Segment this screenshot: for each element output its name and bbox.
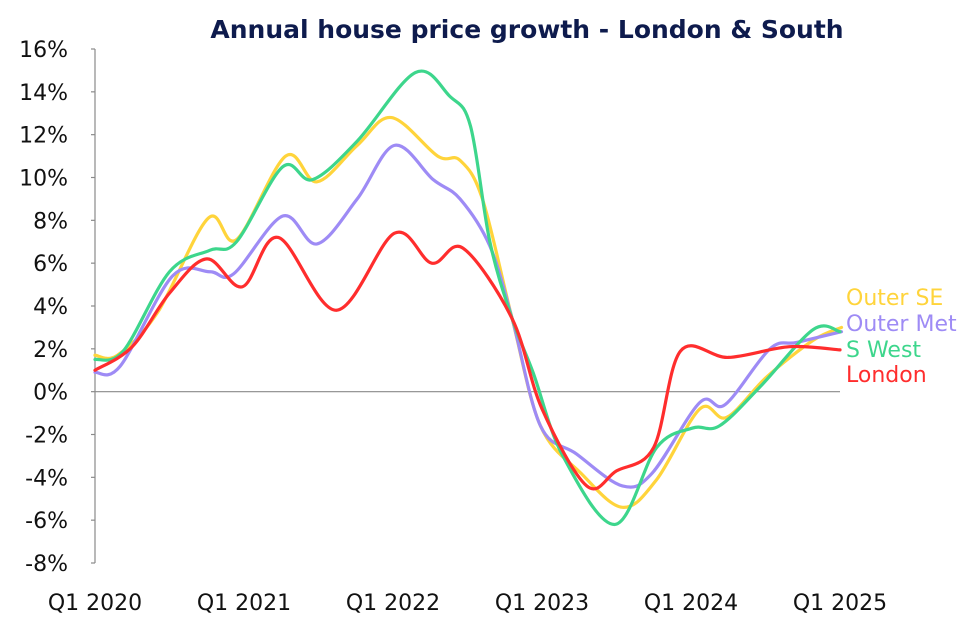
- series-label-london: London: [846, 363, 927, 388]
- y-tick-label: 10%: [19, 167, 68, 192]
- y-tick-label: 4%: [33, 295, 68, 320]
- y-tick-label: 16%: [19, 38, 68, 63]
- y-tick-label: 8%: [33, 209, 68, 234]
- x-tick-label: Q1 2025: [793, 591, 887, 616]
- x-tick-label: Q1 2024: [644, 591, 738, 616]
- y-tick-label: 0%: [33, 381, 68, 406]
- series-label-s-west: S West: [846, 338, 921, 363]
- y-tick-label: 6%: [33, 252, 68, 277]
- x-tick-label: Q1 2022: [346, 591, 440, 616]
- x-tick-label: Q1 2021: [197, 591, 291, 616]
- y-tick-label: 12%: [19, 124, 68, 149]
- series-line-s-west: [93, 69, 842, 527]
- series-label-outer-met: Outer Met: [846, 312, 957, 337]
- series-label-outer-se: Outer SE: [846, 286, 943, 311]
- x-tick-label: Q1 2023: [495, 591, 589, 616]
- y-tick-label: 2%: [33, 338, 68, 363]
- y-tick-label: -8%: [25, 552, 68, 577]
- y-tick-label: 14%: [19, 81, 68, 106]
- y-tick-label: -4%: [25, 466, 68, 491]
- series-line-outer-met: [93, 143, 844, 489]
- y-tick-label: -2%: [25, 424, 68, 449]
- x-tick-label: Q1 2020: [48, 591, 142, 616]
- series-line-london: [93, 230, 842, 491]
- series-line-outer-se: [93, 115, 844, 509]
- y-tick-label: -6%: [25, 509, 68, 534]
- chart-title: Annual house price growth - London & Sou…: [210, 15, 843, 44]
